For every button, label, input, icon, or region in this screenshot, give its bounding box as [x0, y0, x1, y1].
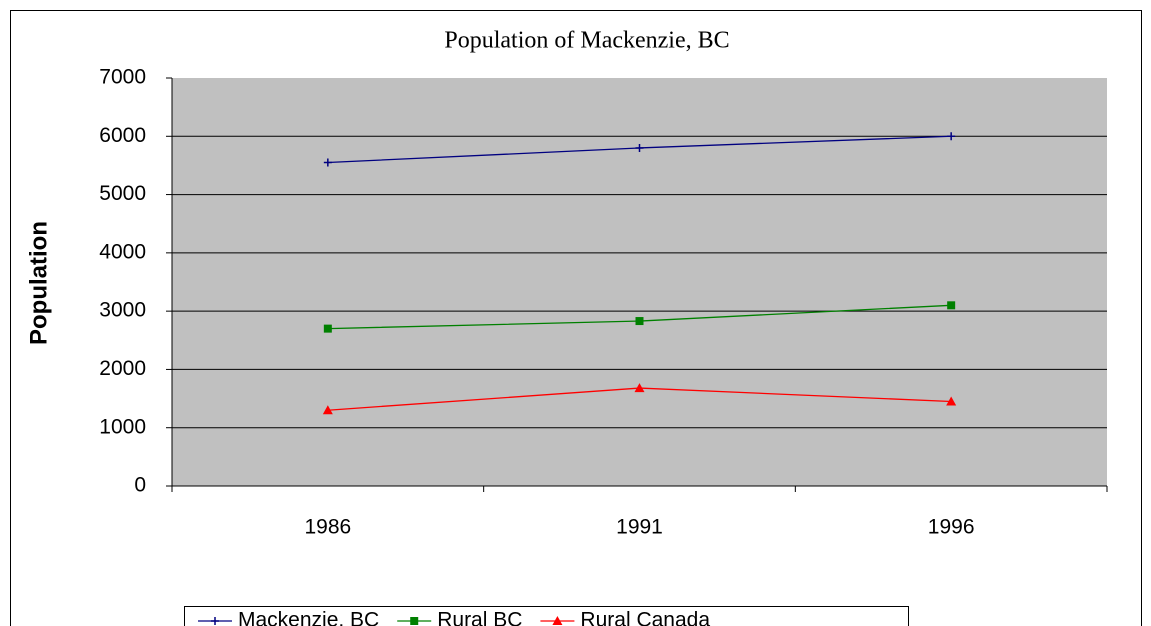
- data-point: [323, 324, 332, 333]
- y-tick-label: 6000: [99, 124, 146, 147]
- data-point: [322, 405, 333, 415]
- legend-label: Rural BC: [437, 609, 522, 626]
- data-point: [635, 317, 644, 326]
- legend-label: Mackenzie, BC: [238, 609, 379, 626]
- plot-area: [172, 78, 1107, 486]
- legend-marker: [410, 617, 419, 625]
- data-point: [947, 301, 956, 310]
- data-point: [946, 396, 957, 406]
- legend-marker: [552, 616, 563, 625]
- data-point: [634, 383, 645, 393]
- data-point: [635, 143, 644, 152]
- y-tick-label: 1000: [99, 415, 146, 438]
- data-point: [947, 132, 956, 141]
- legend: [184, 606, 909, 626]
- y-tick-label: 0: [134, 474, 146, 497]
- x-tick-label: 1986: [304, 516, 351, 539]
- legend-marker: [211, 617, 219, 625]
- x-tick-label: 1991: [616, 516, 663, 539]
- chart-title: Population of Mackenzie, BC: [444, 28, 729, 54]
- y-axis-title: Population: [25, 221, 52, 345]
- legend-label: Rural Canada: [580, 609, 710, 626]
- x-tick-label: 1996: [928, 516, 975, 539]
- y-tick-label: 3000: [99, 299, 146, 322]
- y-tick-label: 5000: [99, 182, 146, 205]
- y-tick-label: 2000: [99, 357, 146, 380]
- data-point: [323, 158, 332, 167]
- y-tick-label: 7000: [99, 66, 146, 89]
- y-tick-label: 4000: [99, 240, 146, 263]
